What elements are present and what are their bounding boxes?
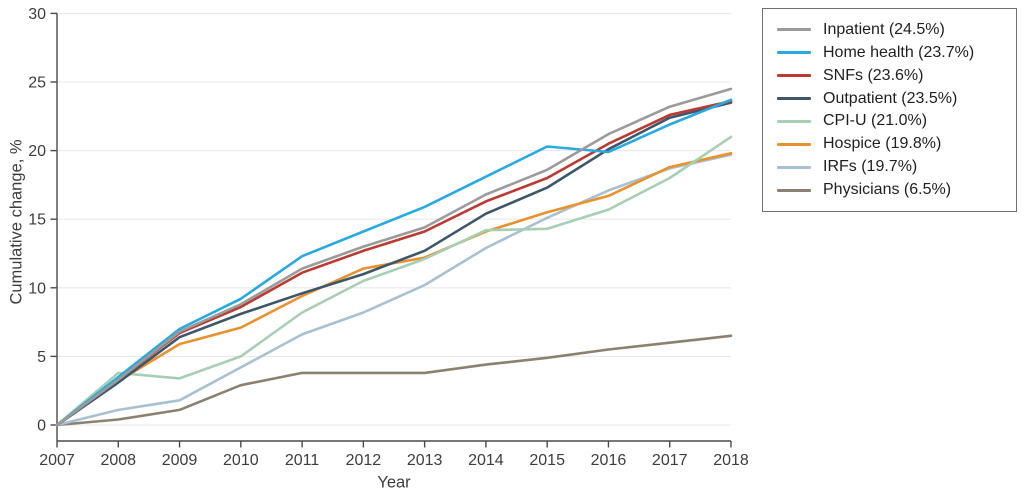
legend-swatch-physicians [777,188,811,192]
legend-label-outpatient: Outpatient (23.5%) [823,89,958,107]
series-line-cpi-u [55,135,733,427]
legend-swatch-inpatient [777,28,811,32]
x-tick-label: 2015 [529,452,565,469]
y-tick-label: 15 [28,212,46,229]
x-tick-label: 2013 [407,452,443,469]
y-tick-label: 10 [28,280,46,297]
y-tick-label: 20 [28,143,46,160]
x-tick-label: 2016 [591,452,627,469]
legend-swatch-hospice [777,142,811,146]
y-tick-label: 5 [37,349,46,366]
legend-item-snfs: SNFs (23.6%) [777,64,1016,87]
series-line-inpatient [55,87,733,427]
x-tick-label: 2017 [652,452,688,469]
y-tick-label: 30 [28,6,46,23]
series-line-outpatient [55,101,733,427]
x-axis-title: Year [377,473,411,492]
y-axis-title: Cumulative change, % [7,139,26,305]
legend-label-snfs: SNFs (23.6%) [823,66,924,84]
x-tick-label: 2014 [468,452,504,469]
y-tick-label: 25 [28,75,46,92]
legend-swatch-irfs [777,165,811,169]
legend-item-physicians: Physicians (6.5%) [777,179,1016,202]
legend-label-hospice: Hospice (19.8%) [823,135,942,153]
x-tick-label: 2010 [223,452,259,469]
y-tick-label: 0 [37,418,46,435]
series-line-physicians [55,334,733,427]
legend-item-outpatient: Outpatient (23.5%) [777,87,1016,110]
legend-swatch-outpatient [777,97,811,101]
legend-item-inpatient: Inpatient (24.5%) [777,18,1016,41]
x-tick-label: 2018 [713,452,749,469]
legend-label-cpi-u: CPI-U (21.0%) [823,112,928,130]
x-tick-label: 2011 [285,452,320,469]
series-line-irfs [55,153,733,427]
legend-swatch-home-health [777,51,811,55]
x-tick-label: 2012 [346,452,382,469]
legend-label-inpatient: Inpatient (24.5%) [823,20,945,38]
legend-label-physicians: Physicians (6.5%) [823,181,952,199]
legend-label-home-health: Home health (23.7%) [823,43,975,61]
series-line-hospice [55,152,733,427]
x-tick-label: 2007 [39,452,75,469]
series-line-home-health [55,98,733,427]
legend-item-irfs: IRFs (19.7%) [777,156,1016,179]
legend: Inpatient (24.5%) Home health (23.7%) SNFs… [762,8,1017,212]
legend-swatch-snfs [777,74,811,78]
legend-item-cpi-u: CPI-U (21.0%) [777,110,1016,133]
legend-label-irfs: IRFs (19.7%) [823,158,918,176]
x-tick-label: 2009 [162,452,198,469]
x-tick-label: 2008 [100,452,136,469]
legend-item-home-health: Home health (23.7%) [777,41,1016,64]
legend-item-hospice: Hospice (19.8%) [777,133,1016,156]
legend-swatch-cpi-u [777,119,811,123]
